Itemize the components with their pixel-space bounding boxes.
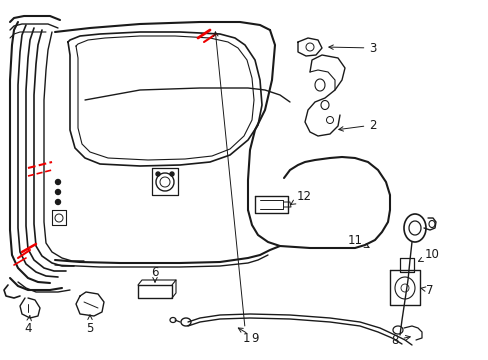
Circle shape [55, 189, 61, 194]
Text: 3: 3 [328, 41, 376, 54]
Text: 6: 6 [151, 266, 159, 282]
Circle shape [170, 172, 174, 176]
Circle shape [156, 172, 160, 176]
Circle shape [55, 180, 61, 185]
Text: 2: 2 [338, 118, 376, 131]
Text: 9: 9 [238, 328, 258, 345]
Text: 4: 4 [24, 316, 32, 334]
Text: 7: 7 [420, 284, 433, 297]
Text: 10: 10 [418, 248, 439, 261]
Text: 11: 11 [347, 234, 368, 247]
Text: 5: 5 [86, 315, 94, 334]
Text: 8: 8 [390, 333, 409, 346]
Text: 1: 1 [213, 32, 249, 345]
Text: 12: 12 [290, 189, 311, 204]
Circle shape [55, 199, 61, 204]
